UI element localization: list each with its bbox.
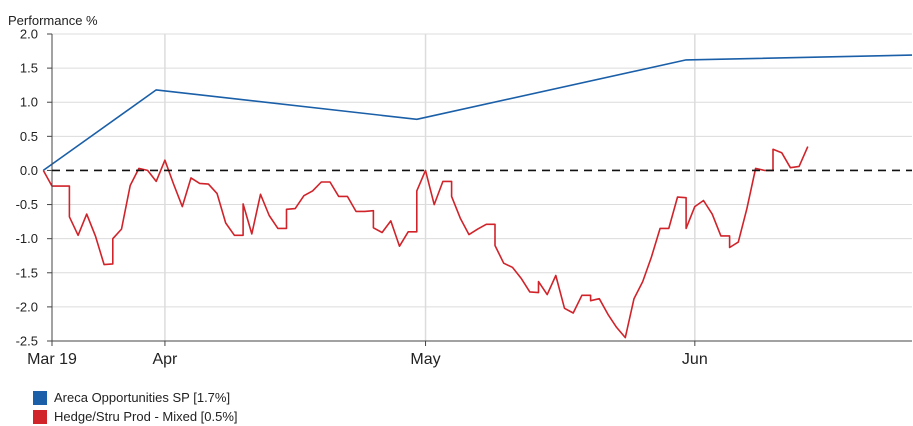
legend: Areca Opportunities SP [1.7%] Hedge/Stru… [33, 388, 238, 426]
y-tick-label: -2.0 [16, 299, 38, 314]
y-tick-label: 2.0 [20, 27, 38, 42]
x-tick-label: Mar 19 [27, 351, 77, 368]
y-axis-label: Performance % [8, 13, 98, 28]
x-tick-label: Apr [152, 351, 178, 368]
y-tick-label: -2.5 [16, 334, 38, 349]
legend-swatch-areca [33, 391, 47, 405]
y-tick-label: 1.0 [20, 95, 38, 110]
legend-swatch-hedge [33, 410, 47, 424]
x-tick-label: May [410, 351, 440, 368]
legend-item-areca[interactable]: Areca Opportunities SP [1.7%] [33, 388, 238, 407]
chart-axes: 2.0 1.5 1.0 0.5 0.0 -0.5 -1.0 -1.5 -2.0 -2.5 Mar 1… [16, 27, 912, 369]
y-tick-label: -1.0 [16, 231, 38, 246]
y-tick-label: 0.5 [20, 129, 38, 144]
y-tick-label: 0.0 [20, 163, 38, 178]
y-tick-label: -0.5 [16, 197, 38, 212]
y-tick-label: 1.5 [20, 61, 38, 76]
x-tick-label: Jun [682, 351, 708, 368]
y-tick-label: -1.5 [16, 265, 38, 280]
legend-label-hedge: Hedge/Stru Prod - Mixed [0.5%] [54, 409, 238, 424]
legend-item-hedge[interactable]: Hedge/Stru Prod - Mixed [0.5%] [33, 407, 238, 426]
chart-grid [52, 34, 912, 341]
series-layer [43, 55, 912, 338]
legend-label-areca: Areca Opportunities SP [1.7%] [54, 390, 230, 405]
